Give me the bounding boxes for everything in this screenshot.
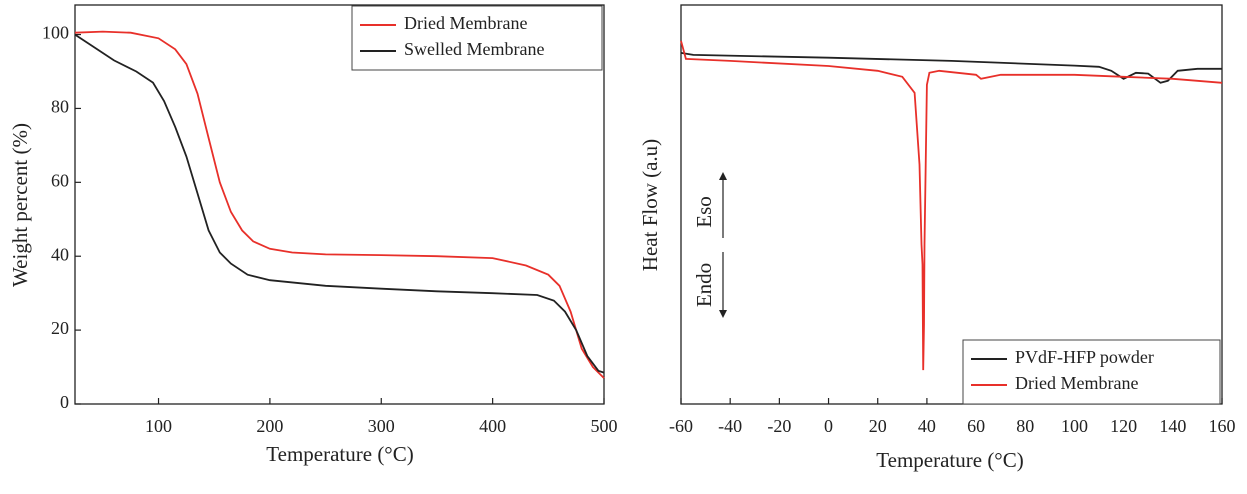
x-tick-label: -60 (669, 416, 693, 436)
legend-box (962, 339, 1221, 405)
x-tick-label: -20 (767, 416, 791, 436)
x-axis-label: Temperature (°C) (266, 442, 413, 466)
y-axis-label: Weight percent (%) (8, 123, 32, 287)
x-tick-label: 20 (869, 416, 887, 436)
plot-frame (680, 4, 1223, 405)
y-tick-label: 0 (60, 392, 69, 412)
x-tick-label: 60 (967, 416, 985, 436)
x-tick-label: 100 (145, 416, 172, 436)
legend-label: Dried Membrane (404, 13, 527, 33)
annotation: Endo (692, 263, 716, 307)
y-tick-label: 100 (42, 23, 69, 43)
arrow-head (719, 310, 727, 318)
data-line (74, 30, 605, 379)
x-tick-label: 500 (591, 416, 618, 436)
x-tick-label: 100 (1061, 416, 1088, 436)
data-line (680, 52, 1222, 84)
annotation: Eso (692, 196, 716, 228)
x-tick-label: 400 (479, 416, 506, 436)
arrow-head (719, 172, 727, 180)
x-tick-label: -40 (718, 416, 742, 436)
x-tick-label: 140 (1159, 416, 1186, 436)
y-tick-label: 20 (51, 318, 69, 338)
plot-frame (74, 4, 605, 405)
legend-label: Dried Membrane (1015, 373, 1138, 393)
y-axis-label: Heat Flow (a.u) (638, 139, 662, 271)
x-tick-label: 0 (824, 416, 833, 436)
y-tick-label: 40 (51, 244, 69, 264)
x-tick-label: 300 (368, 416, 395, 436)
x-tick-label: 80 (1016, 416, 1034, 436)
data-line (74, 33, 605, 374)
x-tick-label: 40 (918, 416, 936, 436)
legend-label: PVdF-HFP powder (1015, 347, 1154, 367)
legend-box (351, 5, 603, 71)
x-tick-label: 120 (1110, 416, 1137, 436)
x-tick-label: 200 (256, 416, 283, 436)
y-tick-label: 60 (51, 170, 69, 190)
legend-label: Swelled Membrane (404, 39, 544, 59)
y-tick-label: 80 (51, 97, 69, 117)
x-tick-label: 160 (1209, 416, 1236, 436)
data-line (680, 40, 1223, 371)
x-axis-label: Temperature (°C) (876, 448, 1023, 472)
